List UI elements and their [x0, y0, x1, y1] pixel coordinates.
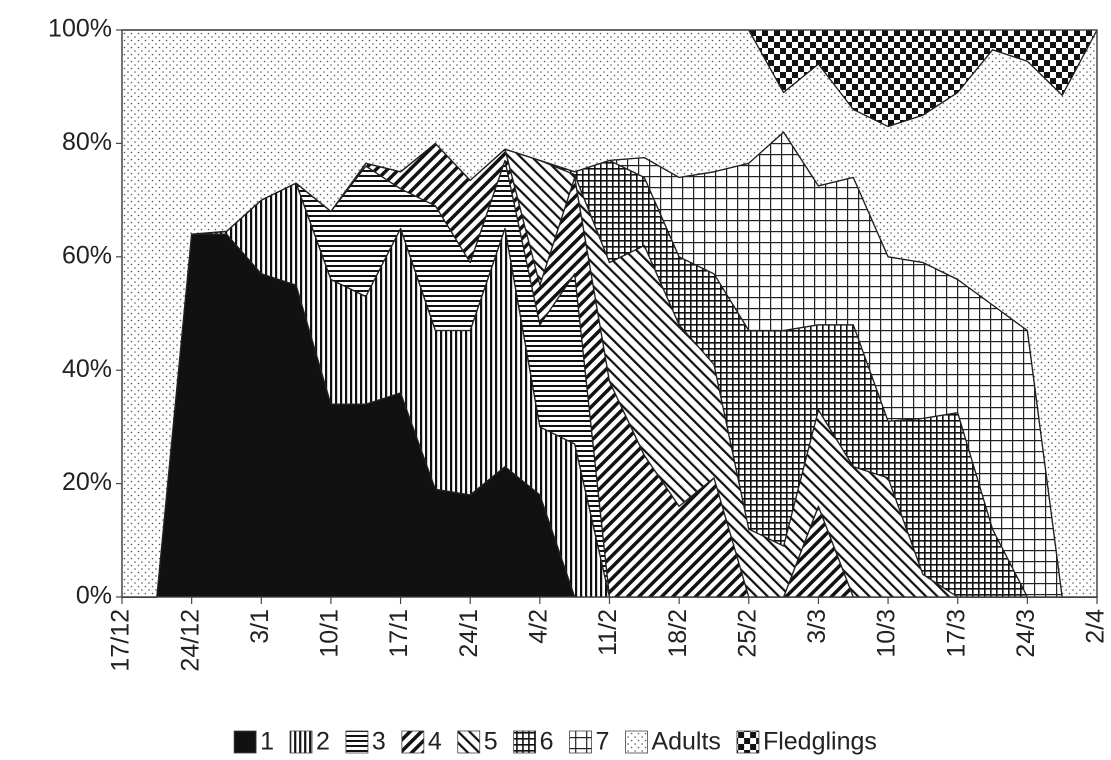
- y-tick-label: 20%: [62, 468, 112, 496]
- legend-swatch: [513, 730, 537, 754]
- legend-swatch: [345, 730, 369, 754]
- legend-label: 6: [540, 728, 554, 756]
- y-tick-label: 60%: [62, 241, 112, 269]
- legend-label: 3: [372, 728, 386, 756]
- legend-label: Adults: [651, 728, 720, 756]
- y-tick-label: 100%: [48, 15, 112, 43]
- legend-label: 1: [260, 728, 274, 756]
- x-tick-label: 11/2: [594, 609, 622, 656]
- legend-swatch: [457, 730, 481, 754]
- x-tick-label: 10/1: [316, 609, 344, 658]
- x-tick-label: 17/3: [942, 609, 970, 658]
- x-tick-label: 24/12: [176, 609, 204, 672]
- y-tick-label: 80%: [62, 128, 112, 156]
- y-tick-label: 0%: [76, 582, 112, 610]
- legend-label: 2: [316, 728, 330, 756]
- legend-label: 5: [484, 728, 498, 756]
- x-tick-label: 3/1: [246, 609, 274, 644]
- x-tick-label: 17/1: [385, 609, 413, 658]
- legend-swatch: [401, 730, 425, 754]
- legend-swatch: [289, 730, 313, 754]
- x-tick-label: 25/2: [733, 609, 761, 658]
- x-tick-label: 3/3: [803, 609, 831, 644]
- legend-swatch: [569, 730, 592, 754]
- x-tick-label: 18/2: [664, 609, 692, 658]
- x-tick-label: 10/3: [873, 609, 901, 658]
- x-tick-label: 24/1: [455, 609, 483, 658]
- legend-label: Fledglings: [763, 728, 877, 756]
- legend-label: 7: [596, 728, 610, 756]
- legend-label: 4: [428, 728, 442, 756]
- legend-swatch: [625, 730, 648, 754]
- legend-swatch: [233, 730, 257, 754]
- x-tick-label: 4/2: [524, 609, 552, 644]
- y-tick-label: 40%: [62, 355, 112, 383]
- x-tick-label: 17/12: [107, 609, 135, 672]
- x-tick-label: 24/3: [1012, 609, 1040, 658]
- x-tick-label: 2/4: [1082, 609, 1110, 644]
- legend: 1 2 3 4 5 6 7 Adults Fledglings: [233, 728, 877, 756]
- legend-swatch: [736, 730, 760, 754]
